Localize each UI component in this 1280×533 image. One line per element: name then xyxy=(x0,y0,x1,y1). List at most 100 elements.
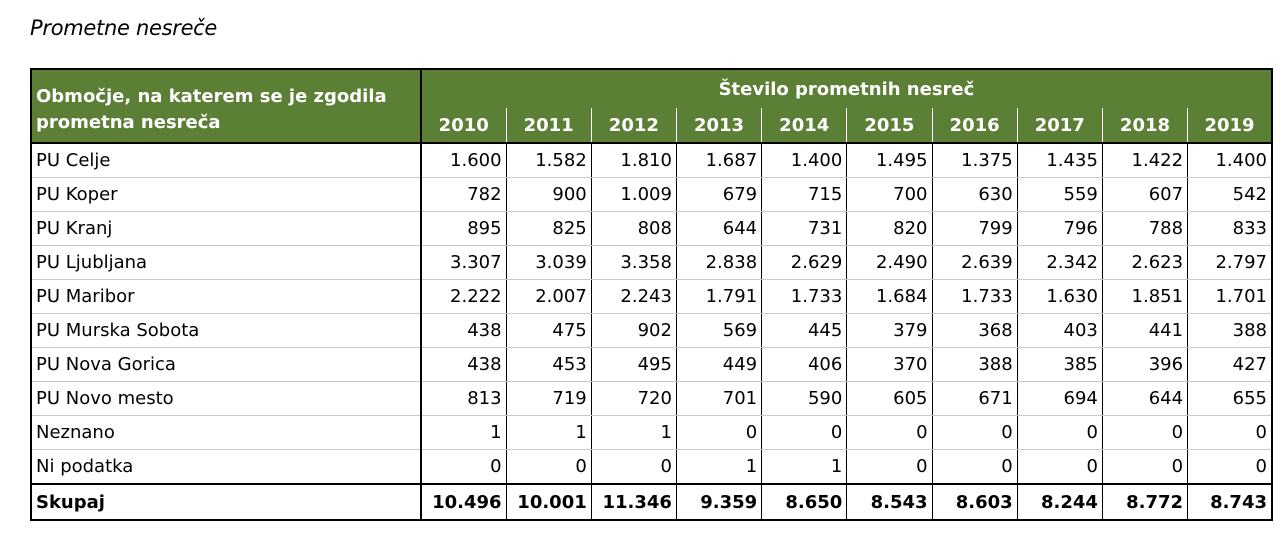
value-cell: 0 xyxy=(932,415,1018,450)
value-cell: 388 xyxy=(1187,313,1274,348)
year-header: 2013 xyxy=(675,108,762,144)
header-row-years: 2010 2011 2012 2013 2014 2015 2016 2017 … xyxy=(31,108,1274,144)
total-label-cell: Skupaj xyxy=(30,484,422,521)
value-cell: 396 xyxy=(1102,347,1189,382)
value-cell: 902 xyxy=(591,313,677,348)
value-cell: 1.687 xyxy=(676,143,763,178)
value-cell: 385 xyxy=(1017,347,1103,382)
area-name-cell: Ni podatka xyxy=(30,449,422,485)
table-row: PU Kranj 895 825 808 644 731 820 799 796 788 833 xyxy=(30,211,1274,246)
value-cell: 1 xyxy=(591,415,677,450)
value-cell: 2.243 xyxy=(591,279,677,314)
value-cell: 671 xyxy=(932,381,1018,416)
value-cell: 694 xyxy=(1017,381,1103,416)
table-row: PU Murska Sobota 438 475 902 569 445 379 368 403… xyxy=(30,313,1274,348)
year-header: 2011 xyxy=(505,108,592,144)
value-cell: 438 xyxy=(420,347,507,382)
value-cell: 700 xyxy=(846,177,933,212)
value-cell: 495 xyxy=(591,347,677,382)
total-row: Skupaj 10.496 10.001 11.346 9.359 8.650 8.543 8… xyxy=(30,484,1274,521)
value-cell: 2.623 xyxy=(1102,245,1189,280)
table-caption: Prometne nesreče xyxy=(30,16,218,40)
value-cell: 1.375 xyxy=(932,143,1018,178)
table-row: Ni podatka 0 0 0 1 1 0 0 0 0 0 xyxy=(30,449,1274,485)
value-cell: 799 xyxy=(932,211,1018,246)
value-cell: 406 xyxy=(761,347,848,382)
value-cell: 590 xyxy=(761,381,848,416)
value-cell: 900 xyxy=(506,177,592,212)
year-header: 2014 xyxy=(761,108,847,144)
total-value-cell: 10.496 xyxy=(420,484,507,521)
value-cell: 1.733 xyxy=(761,279,848,314)
value-cell: 1.582 xyxy=(506,143,592,178)
value-cell: 427 xyxy=(1187,347,1274,382)
value-cell: 1.600 xyxy=(420,143,507,178)
value-cell: 788 xyxy=(1102,211,1189,246)
value-cell: 0 xyxy=(846,449,933,485)
value-cell: 403 xyxy=(1017,313,1103,348)
value-cell: 368 xyxy=(932,313,1018,348)
value-cell: 542 xyxy=(1187,177,1274,212)
table-row: PU Novo mesto 813 719 720 701 590 605 671 694 644… xyxy=(30,381,1274,416)
value-cell: 0 xyxy=(591,449,677,485)
value-cell: 0 xyxy=(761,415,848,450)
total-value-cell: 8.543 xyxy=(846,484,933,521)
value-cell: 2.639 xyxy=(932,245,1018,280)
value-cell: 833 xyxy=(1187,211,1274,246)
value-cell: 3.358 xyxy=(591,245,677,280)
value-cell: 820 xyxy=(846,211,933,246)
value-cell: 3.307 xyxy=(420,245,507,280)
accident-count-group-header: Število prometnih nesreč xyxy=(420,68,1274,108)
value-cell: 825 xyxy=(506,211,592,246)
value-cell: 370 xyxy=(846,347,933,382)
value-cell: 2.222 xyxy=(420,279,507,314)
total-value-cell: 10.001 xyxy=(506,484,592,521)
value-cell: 1.400 xyxy=(761,143,848,178)
value-cell: 569 xyxy=(676,313,763,348)
value-cell: 1.495 xyxy=(846,143,933,178)
value-cell: 475 xyxy=(506,313,592,348)
header-row-group: Območje, na katerem se je zgodila promet… xyxy=(30,68,1274,144)
value-cell: 2.838 xyxy=(676,245,763,280)
value-cell: 1.684 xyxy=(846,279,933,314)
value-cell: 0 xyxy=(846,415,933,450)
area-name-cell: Neznano xyxy=(30,415,422,450)
value-cell: 0 xyxy=(506,449,592,485)
value-cell: 1.701 xyxy=(1187,279,1274,314)
value-cell: 1.630 xyxy=(1017,279,1103,314)
total-value-cell: 11.346 xyxy=(591,484,677,521)
value-cell: 813 xyxy=(420,381,507,416)
table-row: PU Celje 1.600 1.582 1.810 1.687 1.400 1.495 1.… xyxy=(30,143,1274,178)
value-cell: 731 xyxy=(761,211,848,246)
value-cell: 782 xyxy=(420,177,507,212)
value-cell: 607 xyxy=(1102,177,1189,212)
value-cell: 644 xyxy=(676,211,763,246)
value-cell: 3.039 xyxy=(506,245,592,280)
value-cell: 0 xyxy=(1102,415,1189,450)
area-name-cell: PU Novo mesto xyxy=(30,381,422,416)
year-header: 2016 xyxy=(931,108,1018,144)
value-cell: 895 xyxy=(420,211,507,246)
table-row: PU Maribor 2.222 2.007 2.243 1.791 1.733 1.684… xyxy=(30,279,1274,314)
value-cell: 2.342 xyxy=(1017,245,1103,280)
value-cell: 1.422 xyxy=(1102,143,1189,178)
year-header: 2015 xyxy=(846,108,933,144)
value-cell: 2.629 xyxy=(761,245,848,280)
value-cell: 2.797 xyxy=(1187,245,1274,280)
value-cell: 1.851 xyxy=(1102,279,1189,314)
value-cell: 379 xyxy=(846,313,933,348)
value-cell: 808 xyxy=(591,211,677,246)
year-header: 2010 xyxy=(420,108,507,144)
value-cell: 655 xyxy=(1187,381,1274,416)
value-cell: 1 xyxy=(420,415,507,450)
table-row: PU Koper 782 900 1.009 679 715 700 630 559 607 542 xyxy=(30,177,1274,212)
value-cell: 441 xyxy=(1102,313,1189,348)
total-value-cell: 8.603 xyxy=(932,484,1018,521)
year-header: 2018 xyxy=(1101,108,1188,144)
value-cell: 559 xyxy=(1017,177,1103,212)
table-row: PU Ljubljana 3.307 3.039 3.358 2.838 2.629 2.4… xyxy=(30,245,1274,280)
value-cell: 453 xyxy=(506,347,592,382)
value-cell: 1.733 xyxy=(932,279,1018,314)
area-name-cell: PU Celje xyxy=(30,143,422,178)
value-cell: 719 xyxy=(506,381,592,416)
